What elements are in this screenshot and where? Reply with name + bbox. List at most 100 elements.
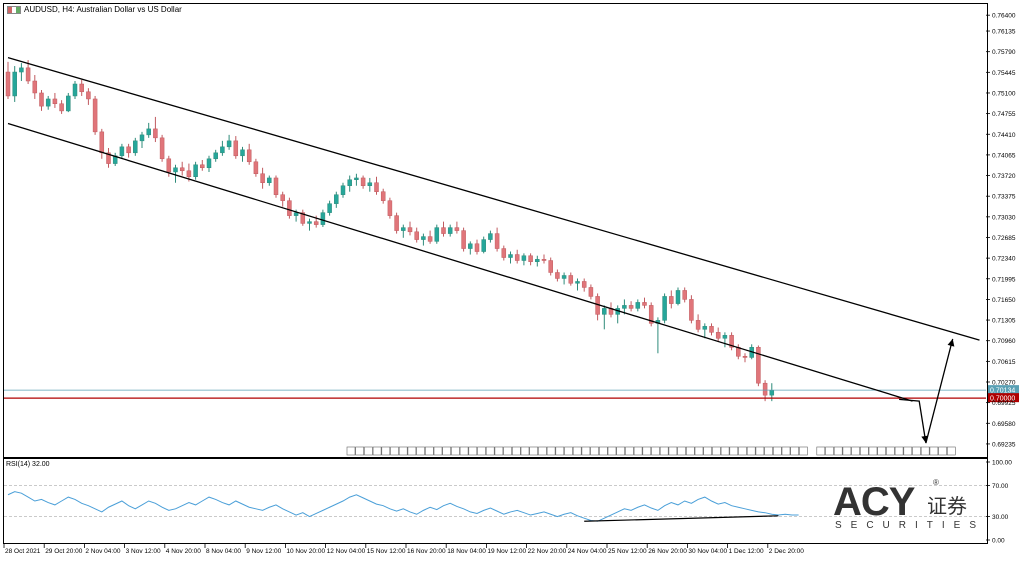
time-tick-label: 2 Nov 04:00 [85,548,120,555]
chart-title-text: AUDUSD, H4: Australian Dollar vs US Doll… [24,5,182,14]
timestamp-box [607,446,617,456]
timestamp-box [668,446,678,456]
price-chart-pane[interactable] [3,3,988,458]
price-tick-label: 0.74410 [992,132,1016,139]
time-tick-label: 24 Nov 04:00 [568,548,607,555]
timestamp-box [703,446,713,456]
timestamp-box [581,446,591,456]
timestamp-box [912,446,921,456]
candle-body [481,239,486,252]
candle-body [742,356,748,358]
candle-body [715,332,721,339]
timestamp-boxes [346,446,956,456]
timestamp-box [677,446,686,456]
logo-registered: ® [933,478,939,487]
timestamp-box [859,446,869,456]
candle-body [59,103,64,112]
candle-body [488,233,493,240]
candle-body [682,290,687,300]
candle-body [454,227,460,231]
timestamp-box [424,446,434,456]
candle-body [273,177,279,195]
candle-body [548,260,553,273]
timestamp-box [877,446,887,456]
timestamp-box [555,446,565,456]
timestamp-box [381,446,391,456]
time-tick-label: 8 Nov 04:00 [206,548,241,555]
timestamp-box [712,446,721,456]
candle-body [360,177,366,186]
timestamp-box [572,446,582,456]
candle-body [756,347,761,384]
price-tick-label: 0.75445 [992,70,1016,77]
candle-body [320,212,326,225]
timestamp-box [764,446,773,456]
rsi-title: RSI(14) 32.00 [6,461,50,468]
candle-body [153,128,158,139]
price-tick-label: 0.69235 [992,441,1016,448]
price-tick-label: 0.73375 [992,194,1016,201]
time-tick-label: 25 Nov 12:00 [608,548,647,555]
timestamp-box [433,446,443,456]
projection-path [899,338,954,444]
candle-body [173,167,178,173]
rsi-tick-label: 30.00 [992,514,1009,521]
time-tick-label: 22 Nov 20:00 [528,548,567,555]
price-tick-label: 0.69580 [992,421,1016,428]
timestamp-box [729,446,739,456]
candle-body [45,98,51,107]
candle-body [474,243,480,252]
candle-body [575,281,580,284]
timestamp-box [477,446,486,456]
candle-body [709,326,714,333]
price-line-label: 0.70000 [990,396,1015,403]
candle-body [407,227,413,233]
timestamp-box [451,446,460,456]
time-axis: 28 Oct 2021 29 Oct 20:00 2 Nov 04:00 3 Nov … [3,544,804,555]
timestamp-box [442,446,452,456]
timestamp-box [538,446,547,456]
timestamp-box [616,446,626,456]
candle-body [139,134,145,142]
rsi-indicator-pane[interactable] [3,458,988,544]
timestamp-box [920,446,930,456]
timestamp-box [694,446,704,456]
timestamp-box [546,446,556,456]
annotation-layer [4,57,986,444]
rsi-tick-label: 0.00 [992,538,1005,545]
candle-body [729,335,734,348]
price-tick-label: 0.73720 [992,173,1016,180]
price-tick-label: 0.74065 [992,152,1016,159]
candle-body [588,287,594,297]
timestamp-box [598,446,608,456]
timestamp-box [868,446,878,456]
candle-body [126,146,131,154]
candle-body [25,67,31,82]
chart-window-icon [7,5,21,14]
candle-body [347,179,352,186]
candle-body [19,67,24,73]
price-tick-label: 0.75790 [992,49,1016,56]
candle-body [66,95,71,112]
candle-body [72,83,78,97]
channel-lower-line [7,122,913,402]
candle-body [179,167,185,172]
rsi-line [7,491,799,522]
price-tick-label: 0.71305 [992,318,1016,325]
timestamp-box [520,446,530,456]
price-tick-label: 0.73030 [992,214,1016,221]
timestamp-box [625,446,634,456]
candle-body [555,272,560,279]
timestamp-box [938,446,947,456]
candle-body [401,227,406,231]
logo-subtitle: SECURITIES [835,520,986,531]
candle-body [260,173,265,183]
candle-body [106,152,111,164]
price-tick-label: 0.69925 [992,400,1016,407]
candle-body [226,140,232,148]
candle-body [354,177,359,180]
timestamp-box [364,446,373,456]
time-tick-label: 26 Nov 20:00 [648,548,687,555]
candle-body [528,255,533,262]
